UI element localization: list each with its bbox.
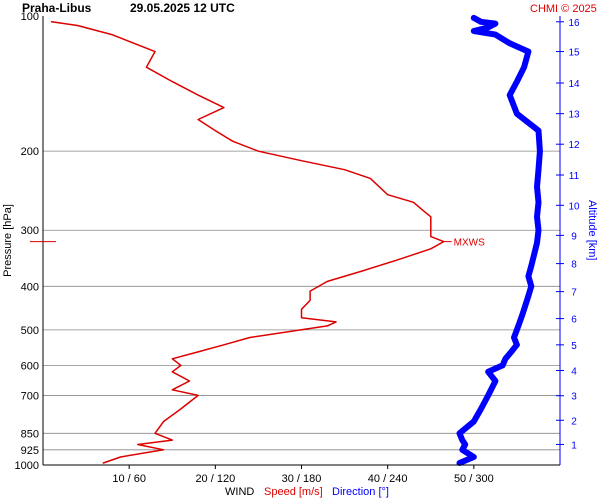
pressure-tick-600: 600: [21, 360, 39, 372]
pressure-tick-100: 100: [21, 11, 39, 23]
pressure-tick-850: 850: [21, 428, 39, 440]
pressure-axis-label: Pressure [hPa]: [2, 204, 14, 277]
altitude-tick-1: 1: [571, 440, 577, 451]
pressure-tick-1000: 1000: [15, 460, 39, 472]
x-tick-label-0: 10 / 60: [112, 473, 146, 485]
pressure-tick-labels: 100 200 300 400 500 600 700 850 925 1000: [15, 11, 39, 472]
x-axis-speed-label: Speed [m/s]: [264, 486, 323, 498]
series-layer: [50, 14, 543, 466]
pressure-tick-500: 500: [21, 325, 39, 337]
copyright-label: CHMI © 2025: [530, 3, 597, 15]
altitude-tick-7: 7: [571, 288, 577, 299]
direction-series-line: [456, 14, 543, 466]
altitude-tick-9: 9: [571, 231, 577, 242]
pressure-tick-925: 925: [21, 445, 39, 457]
x-tick-label-3: 40 / 240: [368, 473, 408, 485]
altitude-tick-12: 12: [568, 140, 580, 151]
x-tick-labels: 10 / 60 20 / 120 30 / 180 40 / 240 50 / 300: [112, 465, 494, 485]
pressure-tick-200: 200: [21, 146, 39, 158]
altitude-tick-16: 16: [568, 18, 580, 29]
x-tick-label-1: 20 / 120: [195, 473, 235, 485]
station-name: Praha-Libus: [22, 1, 92, 15]
x-axis-direction-label: Direction [°]: [332, 486, 389, 498]
altitude-tick-14: 14: [568, 79, 580, 90]
altitude-tick-3: 3: [571, 392, 577, 403]
altitude-tick-11: 11: [569, 171, 580, 182]
pressure-tick-400: 400: [21, 281, 39, 293]
pressure-tick-700: 700: [21, 390, 39, 402]
x-tick-label-4: 50 / 300: [454, 473, 494, 485]
altitude-tick-10: 10: [568, 201, 580, 212]
altitude-tick-2: 2: [571, 416, 577, 427]
mxws-annotation: MXWS: [30, 238, 485, 249]
altitude-tick-13: 13: [568, 110, 580, 121]
x-tick-label-2: 30 / 180: [282, 473, 322, 485]
altitude-tick-5: 5: [571, 341, 577, 352]
x-axis-wind-label: WIND: [225, 486, 254, 498]
pressure-tick-300: 300: [21, 225, 39, 237]
altitude-axis-label: Altitude [km]: [586, 200, 598, 261]
sounding-datetime: 29.05.2025 12 UTC: [130, 1, 235, 15]
speed-series-line: [50, 21, 445, 464]
altitude-tick-15: 15: [568, 48, 580, 59]
altitude-tick-6: 6: [571, 315, 577, 326]
altitude-tick-8: 8: [571, 260, 577, 271]
mxws-label: MXWS: [454, 238, 485, 249]
altitude-tick-4: 4: [571, 367, 577, 378]
